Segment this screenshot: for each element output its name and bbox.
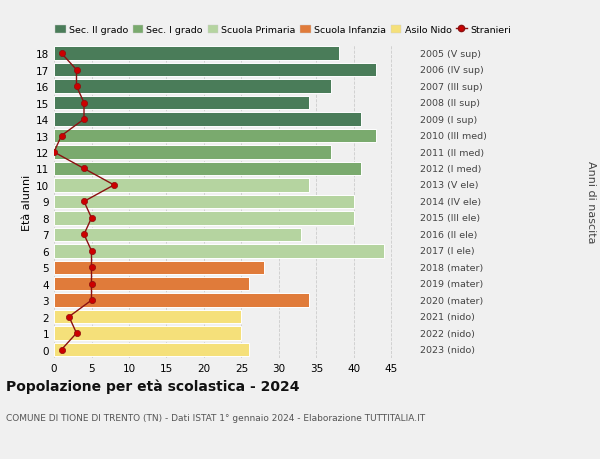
Bar (54, 228, 301, 241)
Bar (54, 146, 331, 159)
Text: 2021 (nido): 2021 (nido) (420, 313, 475, 321)
Text: COMUNE DI TIONE DI TRENTO (TN) - Dati ISTAT 1° gennaio 2024 - Elaborazione TUTTI: COMUNE DI TIONE DI TRENTO (TN) - Dati IS… (6, 413, 425, 422)
Y-axis label: Età alunni: Età alunni (22, 174, 32, 230)
Text: 2017 (I ele): 2017 (I ele) (420, 247, 475, 256)
Text: 2010 (III med): 2010 (III med) (420, 132, 487, 141)
Bar (54, 129, 377, 143)
Bar (54, 327, 241, 340)
Text: 2012 (I med): 2012 (I med) (420, 165, 481, 174)
Bar (54, 97, 309, 110)
Text: 2018 (mater): 2018 (mater) (420, 263, 483, 272)
Bar (54, 162, 361, 176)
Text: 2005 (V sup): 2005 (V sup) (420, 50, 481, 59)
Bar (54, 343, 249, 357)
Bar (54, 277, 249, 291)
Text: 2023 (nido): 2023 (nido) (420, 345, 475, 354)
Bar (54, 64, 377, 77)
Bar (54, 212, 354, 225)
Text: Anni di nascita: Anni di nascita (586, 161, 596, 243)
Bar (54, 310, 241, 324)
Text: Popolazione per età scolastica - 2024: Popolazione per età scolastica - 2024 (6, 379, 299, 393)
Text: 2006 (IV sup): 2006 (IV sup) (420, 66, 484, 75)
Text: 2014 (IV ele): 2014 (IV ele) (420, 197, 481, 207)
Bar (54, 245, 384, 258)
Text: 2011 (II med): 2011 (II med) (420, 148, 484, 157)
Bar (54, 294, 309, 307)
Text: 2009 (I sup): 2009 (I sup) (420, 115, 477, 124)
Text: 2019 (mater): 2019 (mater) (420, 280, 483, 289)
Bar (54, 80, 331, 94)
Text: 2013 (V ele): 2013 (V ele) (420, 181, 479, 190)
Text: 2015 (III ele): 2015 (III ele) (420, 214, 480, 223)
Text: 2008 (II sup): 2008 (II sup) (420, 99, 480, 108)
Legend: Sec. II grado, Sec. I grado, Scuola Primaria, Scuola Infanzia, Asilo Nido, Stran: Sec. II grado, Sec. I grado, Scuola Prim… (55, 26, 511, 35)
Text: 2016 (II ele): 2016 (II ele) (420, 230, 478, 239)
Text: 2022 (nido): 2022 (nido) (420, 329, 475, 338)
Bar (54, 261, 264, 274)
Bar (54, 179, 309, 192)
Bar (54, 113, 361, 127)
Text: 2020 (mater): 2020 (mater) (420, 296, 483, 305)
Bar (54, 47, 339, 61)
Bar (54, 195, 354, 209)
Text: 2007 (III sup): 2007 (III sup) (420, 83, 483, 91)
